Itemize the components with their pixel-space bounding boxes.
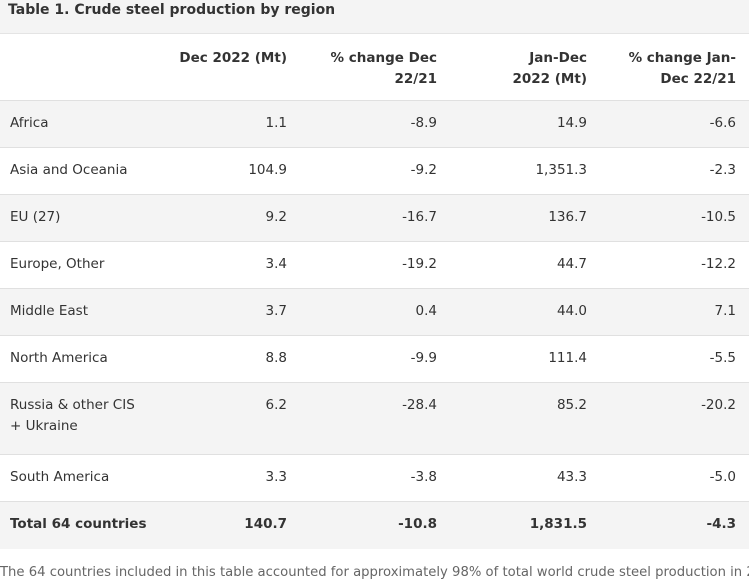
ytd-change-value: -4.3 (600, 501, 749, 549)
region-name: North America (0, 335, 150, 383)
region-name: EU (27) (0, 194, 150, 242)
table-footnote: The 64 countries included in this table … (0, 565, 749, 580)
ytd-value: 44.7 (450, 241, 600, 289)
table-row: North America 8.8 -9.9 111.4 -5.5 (0, 335, 749, 383)
dec-change-value: -10.8 (300, 501, 450, 549)
ytd-value: 136.7 (450, 194, 600, 242)
table-row: Africa 1.1 -8.9 14.9 -6.6 (0, 100, 749, 148)
table-header-row: Dec 2022 (Mt) % change Dec 22/21 Jan-Dec… (0, 33, 749, 101)
dec-change-value: -16.7 (300, 194, 450, 242)
dec-change-value: -9.9 (300, 335, 450, 383)
region-name: Africa (0, 100, 150, 148)
region-name: Russia & other CIS + Ukraine (0, 382, 150, 455)
column-header-jan-dec-2022: Jan-Dec 2022 (Mt) (450, 33, 600, 101)
column-header-dec-change: % change Dec 22/21 (300, 33, 450, 101)
ytd-value: 85.2 (450, 382, 600, 455)
ytd-change-value: 7.1 (600, 288, 749, 336)
dec-value: 3.7 (150, 288, 300, 336)
dec-change-value: -8.9 (300, 100, 450, 148)
ytd-change-value: -12.2 (600, 241, 749, 289)
dec-change-value: -19.2 (300, 241, 450, 289)
steel-production-table: Dec 2022 (Mt) % change Dec 22/21 Jan-Dec… (0, 33, 749, 549)
region-name: Total 64 countries (0, 501, 150, 549)
ytd-value: 111.4 (450, 335, 600, 383)
dec-change-value: -3.8 (300, 454, 450, 502)
ytd-change-value: -10.5 (600, 194, 749, 242)
region-name: Asia and Oceania (0, 147, 150, 195)
region-name: Middle East (0, 288, 150, 336)
dec-change-value: -28.4 (300, 382, 450, 455)
ytd-value: 1,831.5 (450, 501, 600, 549)
table-row: Russia & other CIS + Ukraine 6.2 -28.4 8… (0, 382, 749, 455)
ytd-change-value: -6.6 (600, 100, 749, 148)
table-row: Middle East 3.7 0.4 44.0 7.1 (0, 288, 749, 336)
dec-value: 104.9 (150, 147, 300, 195)
column-header-region (0, 33, 150, 101)
table-caption: Table 1. Crude steel production by regio… (0, 0, 749, 33)
ytd-change-value: -2.3 (600, 147, 749, 195)
region-name: South America (0, 454, 150, 502)
dec-value: 6.2 (150, 382, 300, 455)
total-row: Total 64 countries 140.7 -10.8 1,831.5 -… (0, 501, 749, 549)
table-row: South America 3.3 -3.8 43.3 -5.0 (0, 454, 749, 502)
ytd-change-value: -5.5 (600, 335, 749, 383)
dec-change-value: -9.2 (300, 147, 450, 195)
table-row: Europe, Other 3.4 -19.2 44.7 -12.2 (0, 241, 749, 289)
table-row: EU (27) 9.2 -16.7 136.7 -10.5 (0, 194, 749, 242)
dec-value: 140.7 (150, 501, 300, 549)
dec-value: 9.2 (150, 194, 300, 242)
ytd-value: 44.0 (450, 288, 600, 336)
dec-value: 1.1 (150, 100, 300, 148)
dec-value: 3.3 (150, 454, 300, 502)
column-header-dec-2022: Dec 2022 (Mt) (150, 33, 300, 101)
dec-value: 3.4 (150, 241, 300, 289)
table-row: Asia and Oceania 104.9 -9.2 1,351.3 -2.3 (0, 147, 749, 195)
ytd-change-value: -20.2 (600, 382, 749, 455)
ytd-value: 43.3 (450, 454, 600, 502)
ytd-value: 14.9 (450, 100, 600, 148)
region-name: Europe, Other (0, 241, 150, 289)
dec-change-value: 0.4 (300, 288, 450, 336)
ytd-value: 1,351.3 (450, 147, 600, 195)
dec-value: 8.8 (150, 335, 300, 383)
column-header-jan-dec-change: % change Jan-Dec 22/21 (600, 33, 749, 101)
ytd-change-value: -5.0 (600, 454, 749, 502)
